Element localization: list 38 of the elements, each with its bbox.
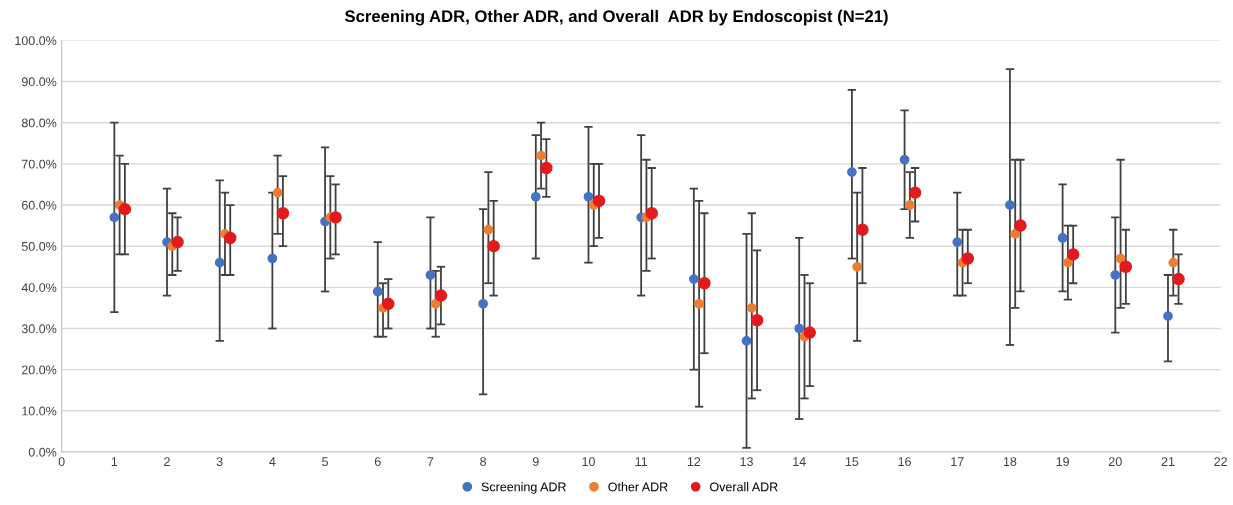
y-tick-label: 80.0%	[21, 118, 57, 128]
y-tick-label: 90.0%	[21, 77, 57, 87]
x-tick-label: 0	[58, 457, 65, 467]
x-tick-label: 20	[1108, 457, 1122, 467]
y-tick-label: 40.0%	[21, 283, 57, 292]
x-tick-label: 16	[898, 457, 911, 467]
x-tick-label: 21	[1161, 457, 1175, 466]
x-tick-label: 14	[793, 457, 806, 466]
x-tick-label: 11	[635, 457, 648, 466]
legend-label: Overall ADR	[710, 482, 778, 492]
y-tick-label: 30.0%	[21, 324, 57, 334]
y-tick-label: 20.0%	[21, 365, 57, 375]
x-tick-label: 12	[687, 457, 701, 466]
y-tick-label: 0.0%	[28, 447, 57, 457]
legend-label: Other ADR	[608, 482, 668, 492]
x-tick-label: 15	[845, 457, 859, 467]
x-tick-label: 8	[480, 457, 487, 467]
x-tick-label: 5	[322, 457, 329, 467]
y-tick-label: 70.0%	[21, 159, 57, 169]
x-tick-label: 13	[740, 457, 753, 467]
x-tick-label: 22	[1214, 457, 1227, 466]
x-tick-label: 7	[427, 457, 434, 466]
x-tick-label: 2	[164, 457, 170, 466]
x-tick-label: 3	[216, 457, 223, 467]
x-tick-label: 9	[532, 457, 539, 467]
y-tick-label: 60.0%	[21, 200, 57, 210]
x-tick-label: 4	[269, 457, 276, 466]
y-tick-label: 50.0%	[21, 241, 57, 251]
x-tick-label: 17	[951, 457, 964, 466]
y-tick-label: 10.0%	[22, 406, 57, 416]
x-tick-label: 10	[582, 457, 595, 467]
legend-label: Screening ADR	[481, 482, 566, 494]
y-tick-label: 100.0%	[15, 36, 57, 46]
x-tick-label: 19	[1056, 457, 1069, 467]
x-tick-label: 18	[1003, 457, 1017, 467]
x-tick-label: 1	[111, 457, 118, 466]
chart-title: Screening ADR, Other ADR, and Overall ADR by Endoscopist (N=21)	[344, 9, 888, 26]
x-tick-label: 6	[374, 457, 381, 467]
